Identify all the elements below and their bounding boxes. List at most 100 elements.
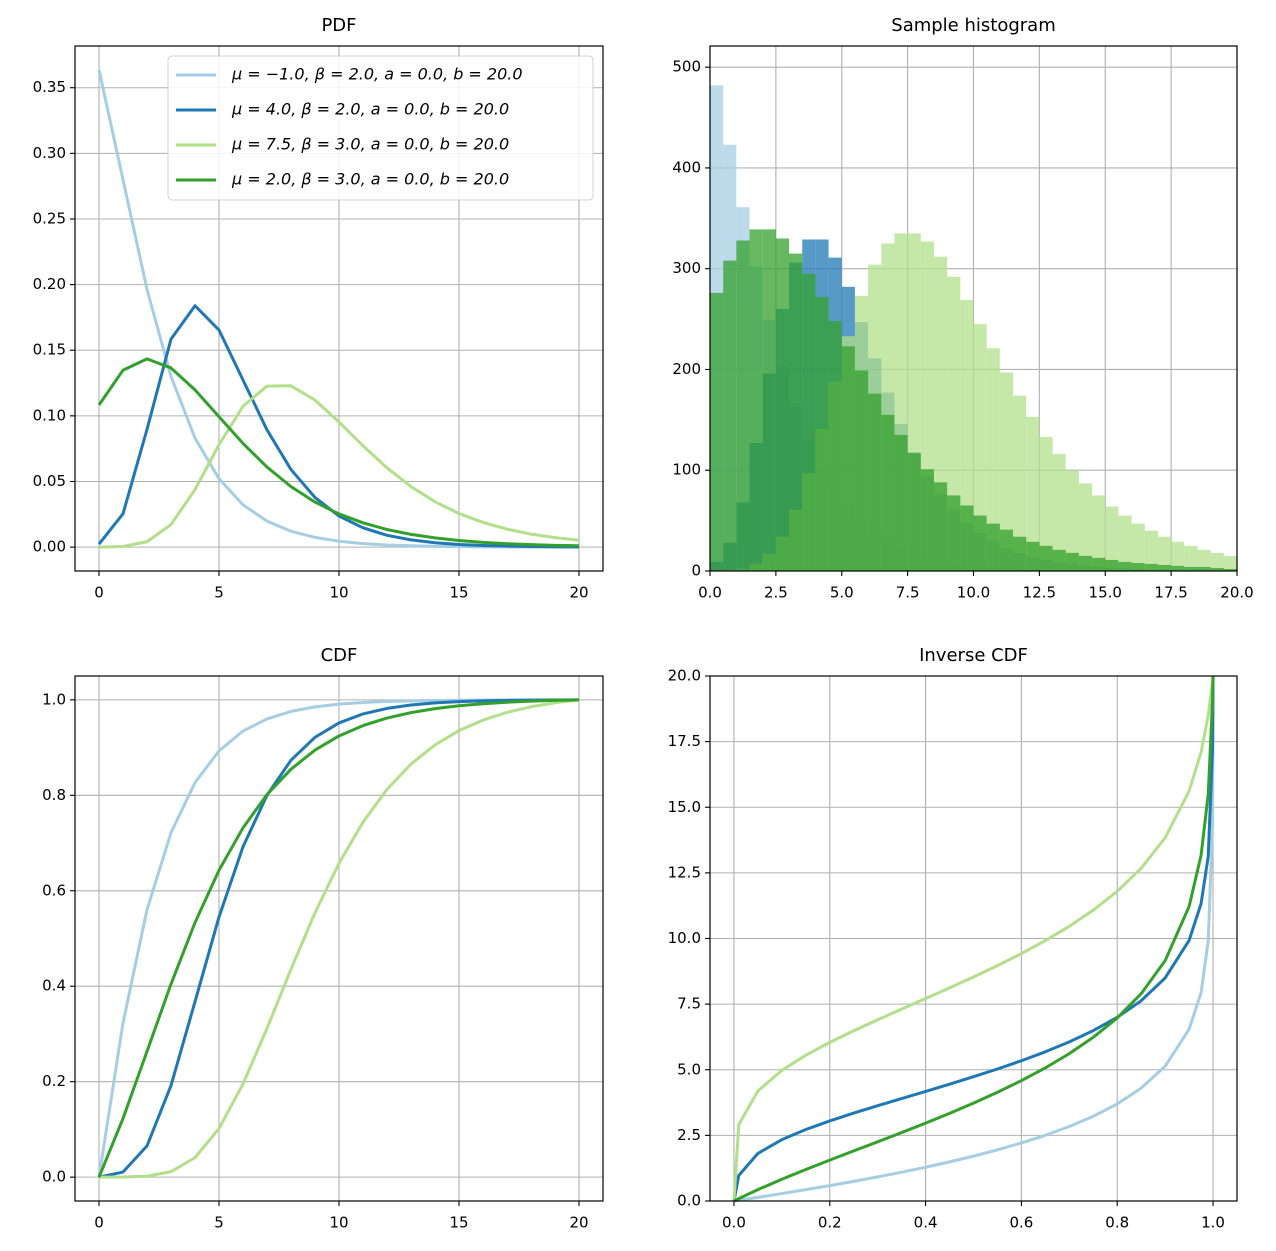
x-tick-label: 5: [214, 584, 224, 602]
line: [733, 675, 1215, 1203]
histogram-bar: [920, 469, 934, 571]
histogram-bar: [1013, 395, 1027, 571]
axes: CDF 0 5 10 15 20 0.0 0.2 0.4 0.6 0.8 1.0: [42, 645, 604, 1232]
histogram-bar: [881, 414, 895, 571]
legend-label: μ = 2.0, β = 3.0, a = 0.0, b = 20.0: [231, 170, 509, 189]
x-tick-label: 10.0: [957, 584, 990, 602]
histogram-bar: [1223, 555, 1237, 571]
histogram-bar: [1210, 552, 1224, 571]
histogram-bar: [1197, 566, 1211, 571]
histogram-bar: [710, 292, 724, 571]
histogram-bar: [1171, 541, 1185, 571]
x-tick-label: 0.6: [1009, 1214, 1033, 1232]
x-tick-label: 0.2: [818, 1214, 842, 1232]
histogram-bar: [1184, 566, 1198, 571]
y-tick-label: 400: [672, 158, 701, 176]
y-tick-label: 500: [672, 58, 701, 76]
y-tick-label: 17.5: [668, 732, 701, 750]
histogram-bar: [1157, 564, 1172, 571]
axes-frame: [709, 45, 1238, 572]
x-tick-label: 0.0: [722, 1214, 746, 1232]
y-tick-label: 0.8: [42, 786, 66, 804]
x-tick-label: 20: [569, 584, 588, 602]
y-tick-label: 0.35: [33, 78, 66, 96]
x-tick-label: 15: [449, 1214, 468, 1232]
y-tick-label: 0.25: [33, 209, 66, 227]
y-tick-label: 200: [672, 360, 701, 378]
y-tick-label: 0.0: [677, 1192, 701, 1210]
histogram-bar: [775, 238, 790, 571]
y-tick-label: 15.0: [668, 798, 701, 816]
y-tick-label: 1.0: [42, 690, 66, 708]
histogram-bar: [802, 273, 816, 571]
x-tick-label: 5.0: [830, 584, 854, 602]
y-tick-label: 2.5: [677, 1126, 701, 1144]
x-tick-label: 5: [214, 1214, 224, 1232]
y-tick-label: 0.2: [42, 1072, 66, 1090]
histogram-bar: [723, 260, 737, 571]
line: [98, 698, 580, 1179]
y-tick-label: 0.20: [33, 275, 66, 293]
y-tick-label: 5.0: [677, 1060, 701, 1078]
histogram-bar: [1105, 506, 1119, 571]
x-tick-label: 12.5: [1023, 584, 1056, 602]
legend: μ = −1.0, β = 2.0, a = 0.0, b = 20.0 μ = …: [167, 55, 594, 201]
axes: Sample histogram 0.0 2.5 5.0 7.5 10.0 12.5 15.0…: [672, 15, 1253, 602]
y-tick-label: 0.6: [42, 881, 66, 899]
line: [98, 384, 580, 549]
histogram-bar: [1039, 436, 1053, 571]
x-tick-label: 0: [94, 584, 104, 602]
histogram-bar: [986, 348, 1000, 571]
histogram-bar: [736, 240, 750, 572]
line: [97, 698, 580, 1178]
histogram-bar: [1157, 536, 1172, 571]
histogram-bar: [933, 482, 948, 571]
histogram-bar: [1223, 568, 1237, 571]
histogram-bar: [1144, 530, 1158, 571]
histogram-bar: [1026, 416, 1040, 571]
histogram-bar: [960, 299, 974, 571]
x-tick-label: 7.5: [896, 584, 920, 602]
y-tick-label: 0.0: [42, 1168, 66, 1186]
histogram-bar: [1078, 483, 1093, 571]
y-tick-label: 0.30: [33, 144, 66, 162]
x-tick-label: 0.0: [698, 584, 722, 602]
line: [97, 304, 580, 549]
line: [98, 698, 580, 1179]
histogram-bar: [1052, 549, 1066, 571]
x-tick-label: 20: [569, 1214, 588, 1232]
x-tick-label: 2.5: [764, 584, 788, 602]
x-tick-label: 20.0: [1220, 584, 1253, 602]
y-tick-label: 10.0: [668, 929, 701, 947]
x-tick-label: 1.0: [1201, 1214, 1225, 1232]
histogram-bar: [1171, 565, 1185, 571]
y-tick-label: 20.0: [668, 667, 701, 685]
axes-frame: [709, 675, 1238, 1202]
histogram-bar: [999, 529, 1014, 571]
x-tick-label: 0.4: [914, 1214, 938, 1232]
y-tick-label: 0.00: [33, 538, 66, 556]
axes-title: Inverse CDF: [919, 645, 1028, 666]
axes: Inverse CDF 0.0 0.2 0.4 0.6 0.8 1.0 0.0 2.5 5.0 7.…: [668, 645, 1238, 1232]
axes-title: PDF: [321, 15, 356, 36]
histogram-bar: [1210, 567, 1224, 571]
y-tick-label: 7.5: [677, 995, 701, 1013]
histogram-bar: [1197, 549, 1211, 571]
axes: PDF 0 5 10 15 20 0.00 0.05 0.10 0.15 0.20 0.25 0.30 0…: [33, 15, 604, 602]
axes-frame: [74, 45, 604, 572]
histogram-bar: [1092, 557, 1106, 571]
histogram-bar: [986, 523, 1000, 571]
histogram-bar: [907, 453, 921, 571]
histogram-bar: [1131, 562, 1145, 571]
axes-title: CDF: [321, 645, 358, 666]
y-tick-label: 0.4: [42, 977, 66, 995]
x-tick-label: 15: [449, 584, 468, 602]
histogram-bar: [841, 346, 855, 571]
histogram-bar: [1039, 545, 1053, 571]
y-tick-label: 12.5: [668, 863, 701, 881]
histogram-bar: [894, 434, 908, 571]
histogram-bar: [1105, 559, 1119, 571]
histogram-bar: [1118, 515, 1132, 571]
x-tick-label: 15.0: [1089, 584, 1122, 602]
